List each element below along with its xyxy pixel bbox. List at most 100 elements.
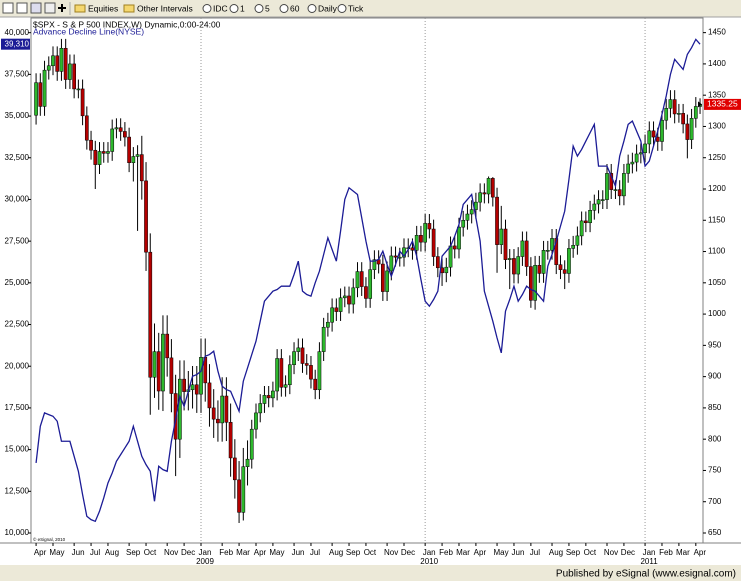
- toolbar-item[interactable]: Other Intervals: [137, 3, 193, 13]
- y-tick-label: 27,500: [5, 236, 30, 245]
- x-tick-label: Oct: [144, 548, 157, 557]
- candle-body: [224, 395, 229, 423]
- candle-body: [46, 65, 51, 71]
- candle-body: [334, 307, 339, 312]
- candle-body: [545, 250, 550, 252]
- x-tick-label: Jan: [199, 548, 212, 557]
- x-tick-label: Sep: [566, 548, 581, 557]
- toolbar-icons: [2, 2, 71, 15]
- toolbar-item[interactable]: Daily: [318, 3, 338, 13]
- candle-body: [51, 55, 55, 67]
- toolbar-item[interactable]: Equities: [88, 3, 118, 13]
- y2-tick-label: 1050: [708, 278, 726, 287]
- candle-body: [643, 143, 647, 153]
- x-tick-label: Dec: [401, 548, 415, 557]
- candle-body: [266, 395, 271, 399]
- candle-body: [161, 333, 165, 392]
- x-tick-label: Jun: [512, 548, 525, 557]
- toolbar-item[interactable]: Tick: [348, 3, 364, 13]
- x-tick-label: Apr: [34, 548, 47, 557]
- candle-body: [444, 266, 449, 274]
- candle-body: [554, 238, 559, 265]
- candle-body: [571, 245, 576, 249]
- candle-body: [42, 69, 47, 107]
- x-tick-label: Sep: [126, 548, 141, 557]
- y2-tick-label: 1400: [708, 59, 726, 68]
- candle-body: [84, 115, 89, 141]
- y2-tick-label: 1000: [708, 309, 726, 318]
- legend-entry: Advance Decline Line(NYSE): [33, 26, 144, 36]
- candle-body: [34, 82, 38, 116]
- icon-new[interactable]: [2, 2, 14, 14]
- candle-body: [482, 192, 487, 195]
- candle-body: [68, 63, 72, 80]
- candle-body: [283, 384, 288, 388]
- y-tick-label: 20,000: [5, 361, 30, 370]
- chart-title: $SPX - S & P 500 INDEX,W) Dynamic,0:00-2…: [33, 19, 221, 29]
- candle-body: [228, 422, 233, 459]
- x-tick-label: Dec: [181, 548, 195, 557]
- candle-body: [364, 286, 368, 299]
- x-tick-label: May: [493, 548, 508, 557]
- candle-body: [338, 297, 343, 312]
- candle-body: [660, 119, 664, 142]
- candle-body: [347, 295, 351, 305]
- candle-body: [254, 412, 258, 430]
- candle-body: [461, 220, 466, 228]
- y2-tick-label: 750: [708, 466, 722, 475]
- y-tick-label: 32,500: [5, 153, 30, 162]
- candle-body: [672, 99, 677, 115]
- icon-add[interactable]: [58, 4, 66, 12]
- year-label: 2009: [196, 557, 214, 566]
- x-tick-label: Apr: [474, 548, 487, 557]
- candle-body: [101, 151, 106, 154]
- candle-body: [520, 240, 525, 257]
- candle-body: [89, 139, 93, 151]
- candle-body: [579, 220, 584, 237]
- y-tick-label: 30,000: [5, 195, 30, 204]
- interval-icon: [229, 4, 239, 13]
- interval-icon: [254, 4, 264, 13]
- candle-body: [106, 151, 110, 154]
- candle-body: [80, 88, 85, 117]
- toolbar-item[interactable]: 5: [265, 3, 270, 13]
- x-tick-label: Mar: [676, 548, 690, 557]
- y2-tick-label: 1250: [708, 153, 726, 162]
- x-tick-label: Oct: [584, 548, 597, 557]
- x-tick-label: May: [269, 548, 284, 557]
- toolbar-item[interactable]: IDC: [213, 3, 228, 13]
- candle-body: [131, 156, 136, 163]
- candle-body: [326, 321, 330, 328]
- y2-tick-label: 650: [708, 528, 722, 537]
- y2-tick-label: 700: [708, 497, 722, 506]
- candle-body: [533, 265, 537, 301]
- icon-properties[interactable]: [44, 2, 56, 14]
- candle-body: [567, 248, 571, 274]
- x-tick-label: Apr: [694, 548, 707, 557]
- candle-body: [626, 163, 630, 174]
- candle-body: [584, 220, 588, 224]
- candle-body: [524, 240, 529, 267]
- x-tick-label: Mar: [456, 548, 470, 557]
- candle-body: [393, 255, 398, 258]
- toolbar-item[interactable]: 60: [290, 3, 300, 13]
- toolbar: [0, 0, 741, 17]
- last-price-marker: [698, 101, 702, 108]
- y-tick-label: 10,000: [5, 528, 30, 537]
- x-tick-label: Feb: [439, 548, 453, 557]
- y-tick-label: 22,500: [5, 320, 30, 329]
- toolbar-item[interactable]: 1: [240, 3, 245, 13]
- x-tick-label: Aug: [105, 548, 119, 557]
- candle-body: [169, 357, 174, 394]
- icon-print[interactable]: [16, 2, 28, 14]
- candle-body: [199, 356, 203, 395]
- y2-tick-label: 900: [708, 372, 722, 381]
- candle-body: [304, 363, 309, 366]
- candle-body: [114, 127, 119, 130]
- y-tick-label: 17,500: [5, 403, 30, 412]
- y2-tick-label: 1450: [708, 28, 726, 37]
- candle-body: [677, 113, 681, 115]
- icon-chart[interactable]: [30, 2, 42, 14]
- candle-body: [431, 228, 436, 257]
